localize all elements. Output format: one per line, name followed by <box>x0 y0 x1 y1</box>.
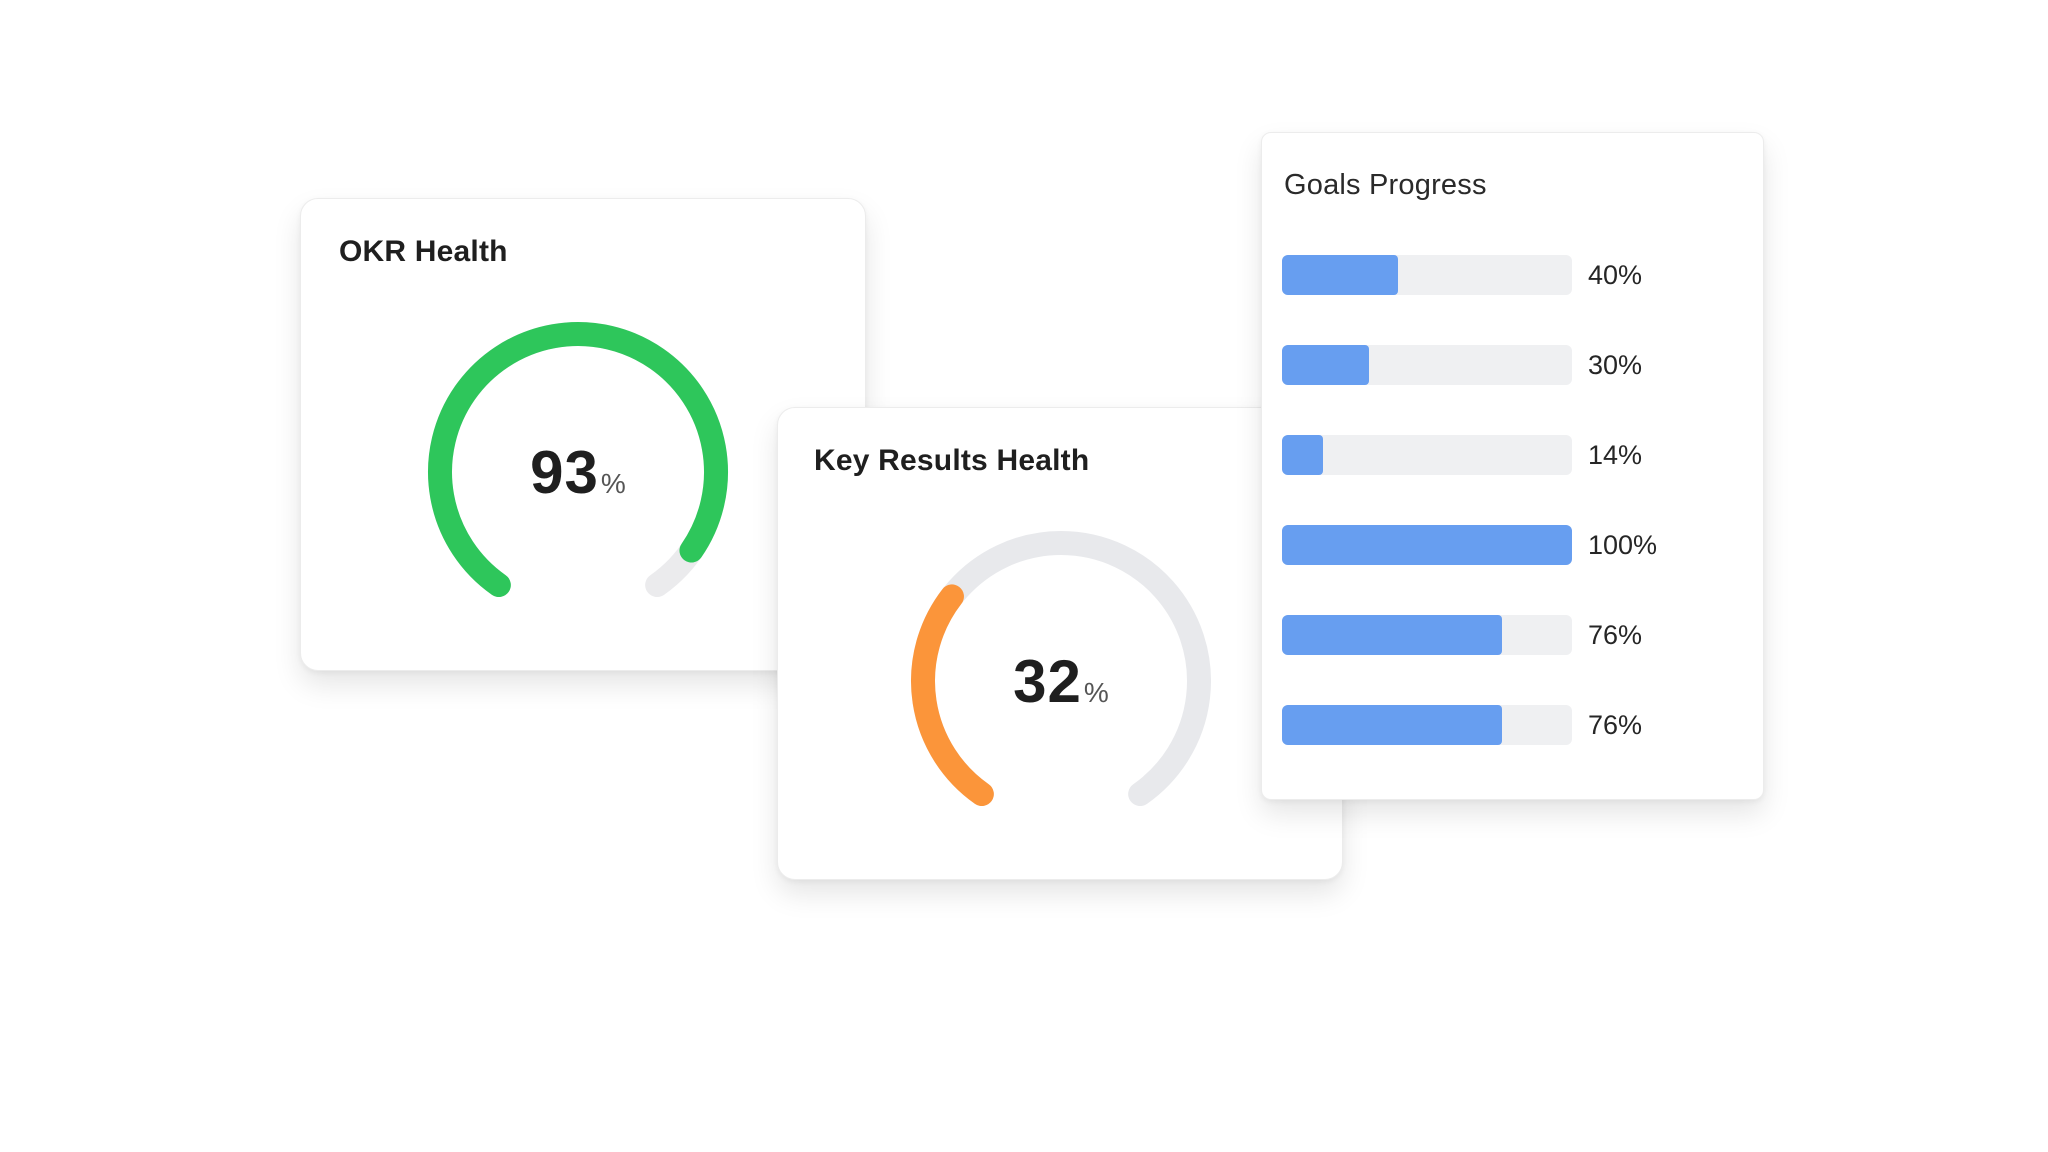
goal-progress-fill <box>1282 525 1572 565</box>
okr-health-title: OKR Health <box>339 235 508 268</box>
goal-progress-track <box>1282 255 1572 295</box>
goal-progress-track <box>1282 345 1572 385</box>
goal-progress-row: 30% <box>1282 345 1742 385</box>
goal-progress-row: 40% <box>1282 255 1742 295</box>
goal-progress-label: 76% <box>1588 620 1643 650</box>
goal-progress-track <box>1282 435 1572 475</box>
okr-health-number: 93 <box>530 438 599 506</box>
goal-progress-row: 76% <box>1282 705 1742 745</box>
goal-progress-fill <box>1282 705 1503 745</box>
goal-progress-track <box>1282 705 1572 745</box>
goal-progress-row: 76% <box>1282 615 1742 655</box>
key-results-health-gauge: 32 % <box>901 521 1221 841</box>
kr-gauge-svg <box>911 531 1211 807</box>
goal-progress-label: 76% <box>1588 710 1643 740</box>
key-results-health-unit: % <box>1083 677 1109 708</box>
key-results-health-card: Key Results Health 32 % <box>777 407 1343 880</box>
okr-gauge-svg <box>428 322 728 598</box>
okr-gauge-fill <box>428 322 728 598</box>
goal-progress-label: 14% <box>1588 440 1643 470</box>
key-results-health-value: 32 % <box>901 521 1221 841</box>
goal-progress-fill <box>1282 345 1369 385</box>
goal-progress-label: 40% <box>1588 260 1643 290</box>
kr-gauge-fill <box>911 584 994 807</box>
okr-health-card: OKR Health 93 % <box>300 198 866 671</box>
goal-progress-row: 14% <box>1282 435 1742 475</box>
goals-progress-title: Goals Progress <box>1284 169 1487 201</box>
okr-health-gauge: 93 % <box>418 312 738 632</box>
goal-progress-fill <box>1282 435 1323 475</box>
goal-progress-row: 100% <box>1282 525 1742 565</box>
goal-progress-fill <box>1282 615 1503 655</box>
goal-progress-label: 30% <box>1588 350 1643 380</box>
goal-progress-track <box>1282 525 1572 565</box>
key-results-health-number: 32 <box>1013 647 1082 715</box>
goal-progress-track <box>1282 615 1572 655</box>
key-results-health-title: Key Results Health <box>814 444 1090 477</box>
goals-progress-card: Goals Progress 40% 30% 14% 100% 76% 76% <box>1261 132 1764 800</box>
okr-health-unit: % <box>600 468 626 499</box>
okr-health-value: 93 % <box>418 312 738 632</box>
goal-progress-label: 100% <box>1588 530 1658 560</box>
goal-progress-fill <box>1282 255 1398 295</box>
